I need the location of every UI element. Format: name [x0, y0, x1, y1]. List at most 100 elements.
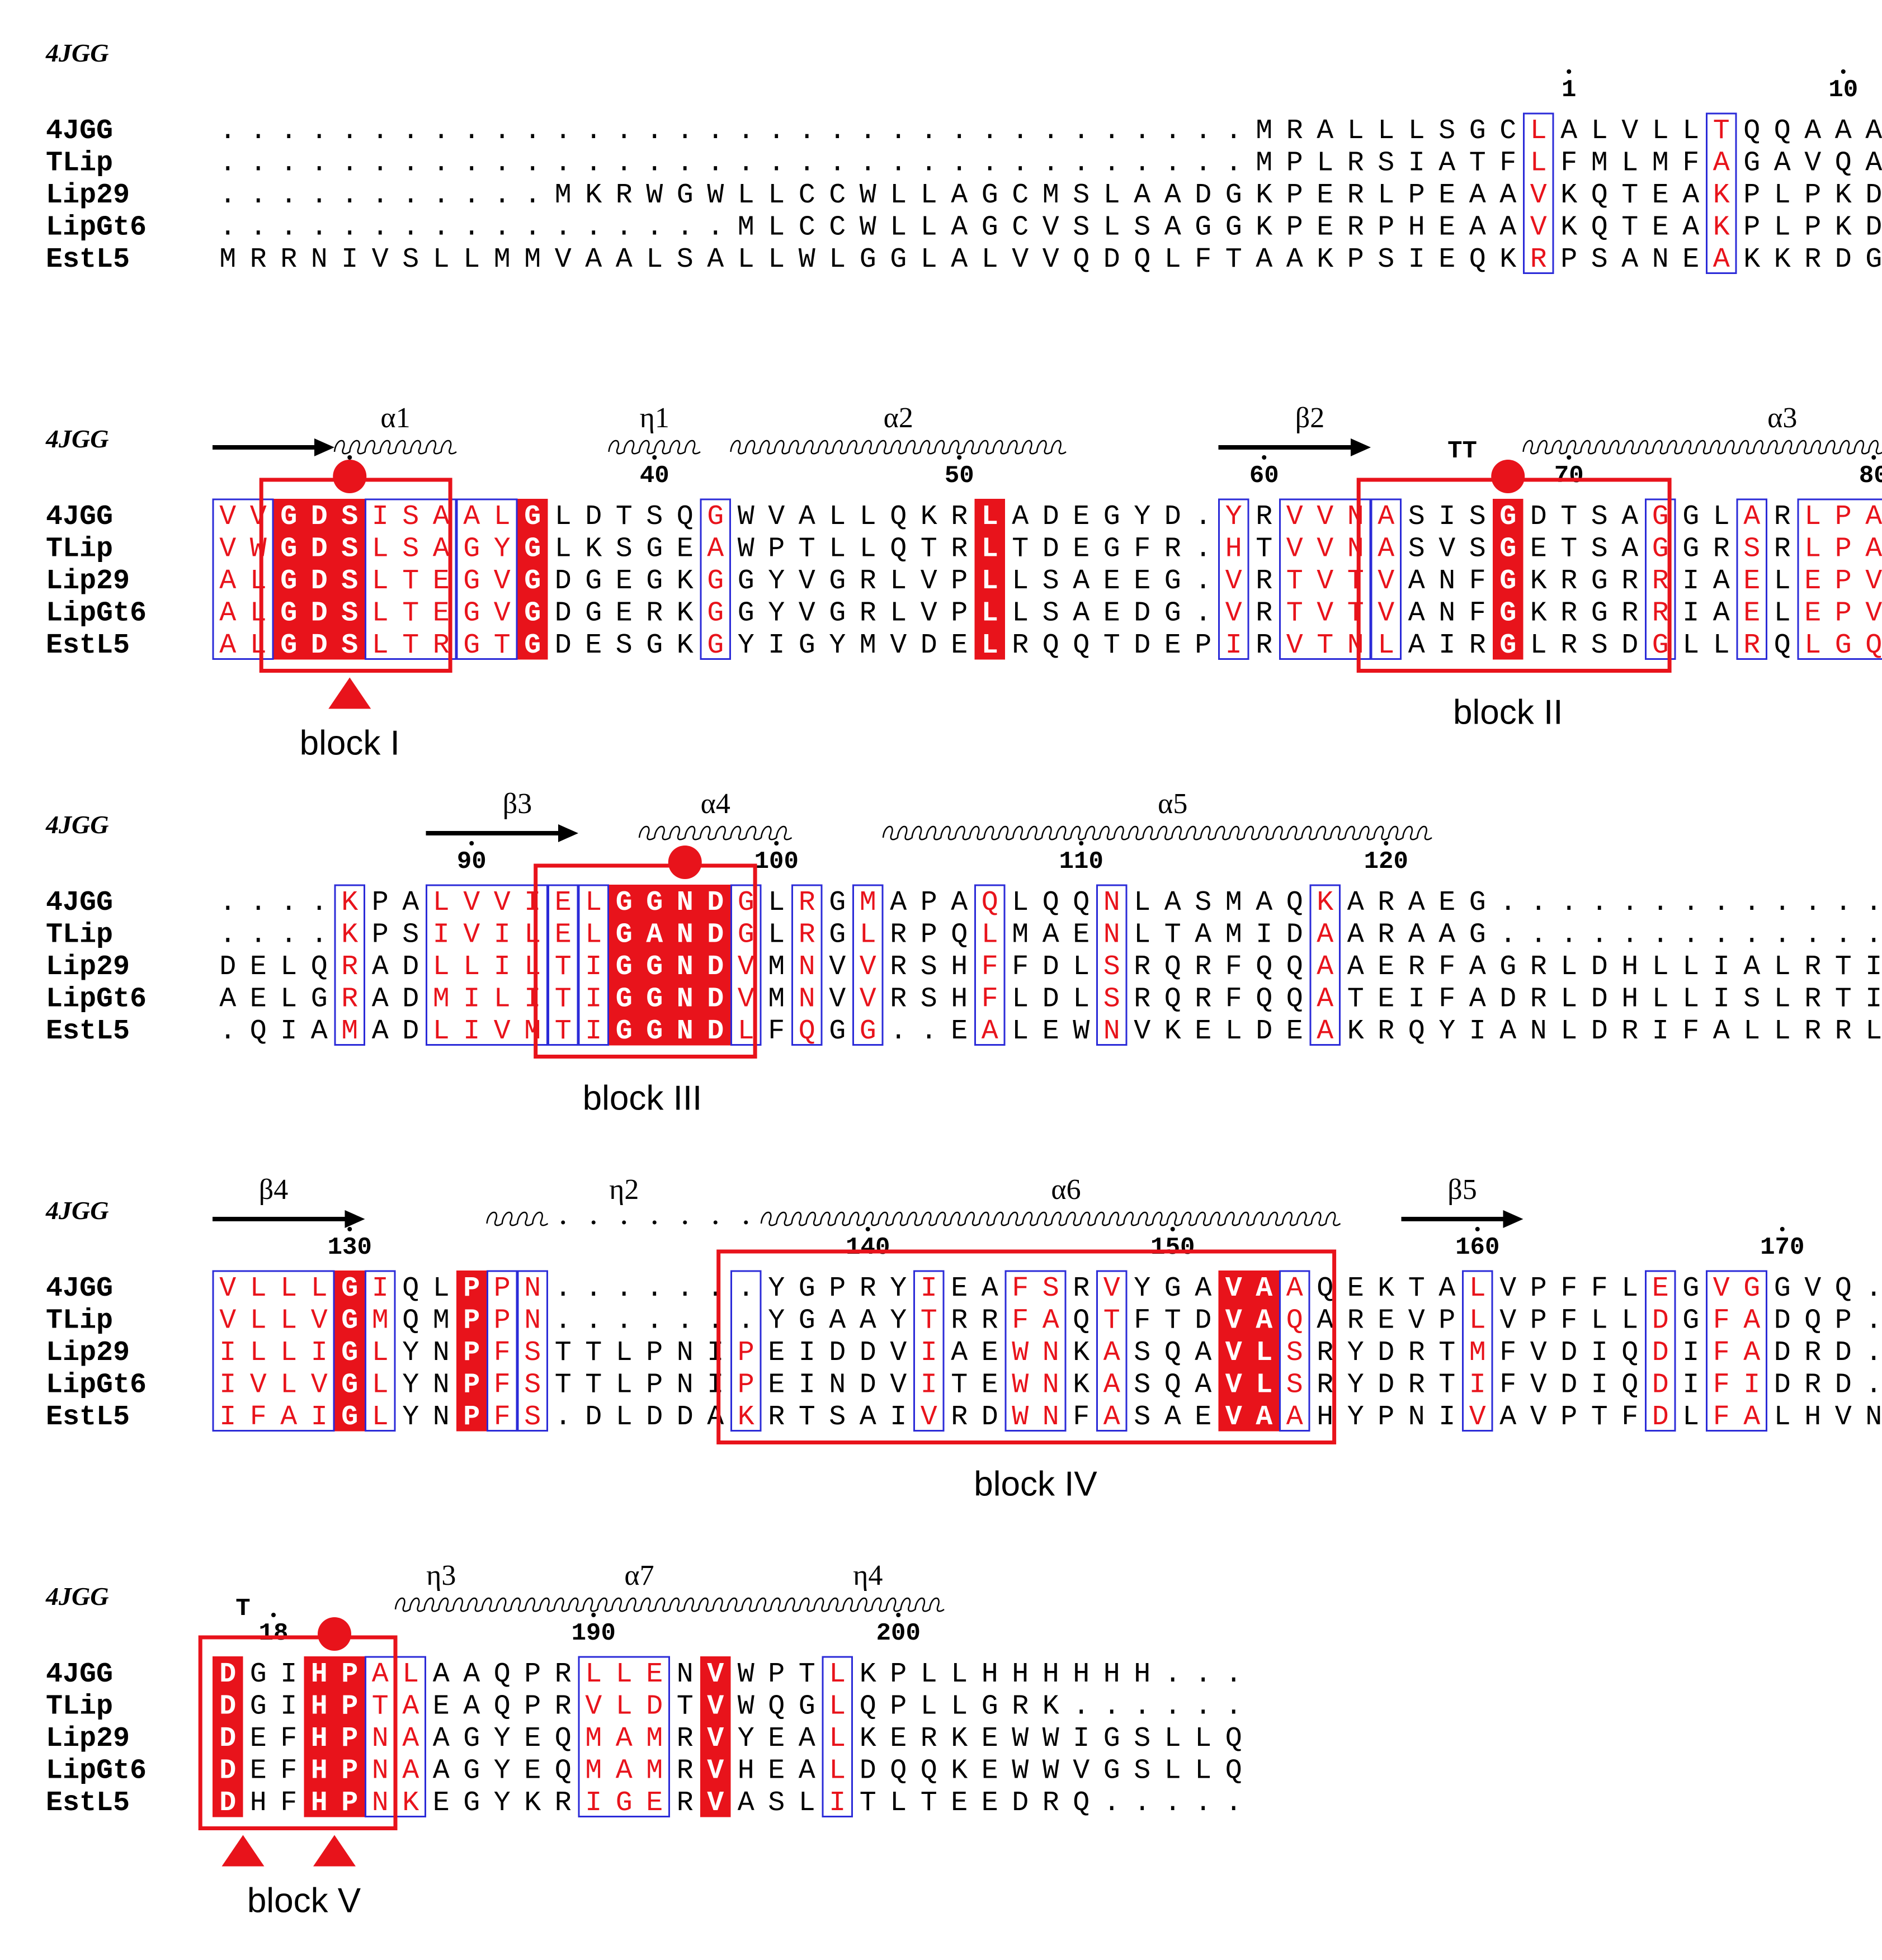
- residue: Y: [494, 1787, 511, 1819]
- residue: N: [1347, 501, 1364, 533]
- residue: R: [1408, 951, 1425, 983]
- residue: Q: [1225, 1723, 1242, 1755]
- secondary-structure-label: η3: [426, 1560, 456, 1591]
- residue: G: [1225, 211, 1242, 243]
- residue: .: [524, 211, 541, 243]
- residue: S: [1134, 1755, 1150, 1787]
- residue: Q: [1286, 1305, 1303, 1336]
- ruler-number: 40: [640, 462, 669, 490]
- residue: I: [524, 887, 541, 919]
- residue: G: [463, 1755, 480, 1787]
- residue: Y: [402, 1337, 419, 1369]
- residue: D: [219, 1723, 236, 1755]
- gap-dot: [653, 1221, 657, 1225]
- residue: L: [372, 1337, 389, 1369]
- residue: Q: [890, 501, 907, 533]
- residue: .: [677, 115, 694, 147]
- residue: N: [433, 1337, 450, 1369]
- gap-dot: [744, 1221, 748, 1225]
- residue: R: [1621, 565, 1638, 597]
- residue: R: [433, 630, 450, 662]
- residue: Y: [738, 630, 754, 662]
- residue: .: [1073, 115, 1089, 147]
- residue: L: [280, 1273, 297, 1305]
- residue: V: [1713, 1273, 1730, 1305]
- residue: F: [1499, 1337, 1516, 1369]
- residue: E: [1073, 919, 1089, 951]
- residue: M: [585, 1723, 602, 1755]
- residue: A: [951, 244, 968, 276]
- ruler-number: 70: [1554, 462, 1584, 490]
- residue: L: [372, 533, 389, 565]
- residue: D: [219, 1755, 236, 1787]
- residue: V: [799, 597, 815, 629]
- residue: D: [1652, 1337, 1669, 1369]
- ruler-tick-dot: [1567, 455, 1571, 460]
- residue: D: [982, 1401, 998, 1433]
- residue: .: [1682, 919, 1699, 951]
- residue: K: [1043, 1690, 1059, 1722]
- residue: H: [1225, 533, 1242, 565]
- residue: D: [1835, 1369, 1852, 1401]
- residue: E: [982, 1755, 998, 1787]
- residue: A: [1743, 951, 1760, 983]
- residue: F: [982, 983, 998, 1015]
- residue: F: [1499, 147, 1516, 179]
- residue: H: [951, 951, 968, 983]
- residue: L: [1256, 1369, 1272, 1401]
- residue: F: [1012, 951, 1029, 983]
- residue: S: [1378, 244, 1394, 276]
- residue: T: [1317, 630, 1333, 662]
- residue: V: [494, 597, 511, 629]
- residue: F: [1682, 147, 1699, 179]
- residue: N: [829, 1369, 846, 1401]
- residue: G: [1499, 597, 1516, 629]
- residue: L: [921, 244, 937, 276]
- residue: A: [1103, 1337, 1120, 1369]
- helix-coil: [1523, 441, 1882, 454]
- residue: Y: [1134, 501, 1150, 533]
- residue: .: [707, 1305, 724, 1336]
- residue: .: [524, 180, 541, 211]
- residue: R: [860, 1273, 876, 1305]
- residue: R: [1804, 951, 1821, 983]
- residue: L: [1530, 115, 1547, 147]
- residue: H: [1134, 1659, 1150, 1690]
- residue: F: [1012, 1305, 1029, 1336]
- residue: L: [982, 597, 998, 629]
- residue: G: [1682, 1273, 1699, 1305]
- residue: T: [585, 1369, 602, 1401]
- residue: I: [1469, 1369, 1486, 1401]
- residue: I: [1408, 244, 1425, 276]
- residue: M: [555, 180, 572, 211]
- residue: A: [951, 1337, 968, 1369]
- residue: T: [555, 1337, 572, 1369]
- residue: P: [1347, 244, 1364, 276]
- residue: Q: [1073, 1305, 1089, 1336]
- residue: R: [1347, 180, 1364, 211]
- residue: .: [738, 1305, 754, 1336]
- ruler-tick-dot: [774, 841, 779, 846]
- residue: .: [1195, 597, 1211, 629]
- residue: .: [1195, 147, 1211, 179]
- residue: .: [616, 1273, 633, 1305]
- residue: R: [1652, 597, 1669, 629]
- residue: .: [646, 115, 663, 147]
- residue: .: [921, 1016, 937, 1047]
- residue: V: [1225, 1337, 1242, 1369]
- residue: L: [433, 244, 450, 276]
- residue: Y: [494, 1755, 511, 1787]
- residue: .: [982, 147, 998, 179]
- residue: .: [646, 211, 663, 243]
- residue: G: [1865, 244, 1882, 276]
- residue: L: [372, 1401, 389, 1433]
- residue: A: [982, 1016, 998, 1047]
- residue: L: [860, 501, 876, 533]
- residue: H: [982, 1659, 998, 1690]
- residue: L: [768, 919, 785, 951]
- residue: .: [219, 1016, 236, 1047]
- residue: T: [1408, 1273, 1425, 1305]
- residue: L: [860, 533, 876, 565]
- residue: L: [1682, 630, 1699, 662]
- residue: G: [646, 983, 663, 1015]
